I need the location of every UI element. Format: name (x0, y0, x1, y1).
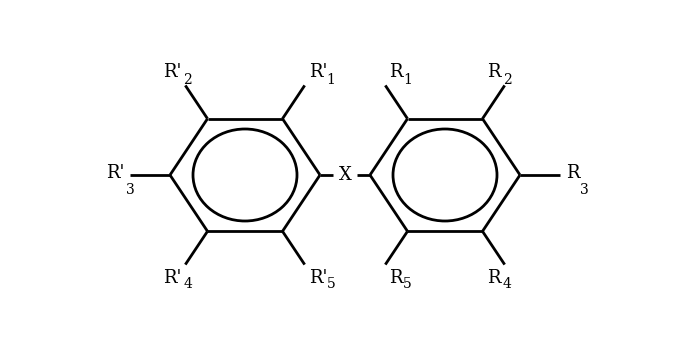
Text: 4: 4 (503, 276, 512, 290)
Text: R: R (487, 268, 500, 287)
Text: R': R' (106, 164, 124, 182)
Text: R: R (566, 164, 580, 182)
Text: 2: 2 (183, 74, 192, 88)
Text: R': R' (163, 63, 181, 82)
Text: R': R' (309, 268, 327, 287)
Text: R': R' (163, 268, 181, 287)
Text: 3: 3 (580, 183, 589, 197)
Text: 5: 5 (403, 276, 412, 290)
Text: R: R (487, 63, 500, 82)
Text: R: R (389, 63, 402, 82)
Text: 1: 1 (327, 74, 335, 88)
Text: R': R' (309, 63, 327, 82)
Text: 3: 3 (126, 183, 134, 197)
Text: 1: 1 (403, 74, 412, 88)
Text: 5: 5 (327, 276, 335, 290)
Text: X: X (339, 166, 351, 184)
Text: 4: 4 (183, 276, 192, 290)
Text: R: R (389, 268, 402, 287)
Text: 2: 2 (503, 74, 512, 88)
